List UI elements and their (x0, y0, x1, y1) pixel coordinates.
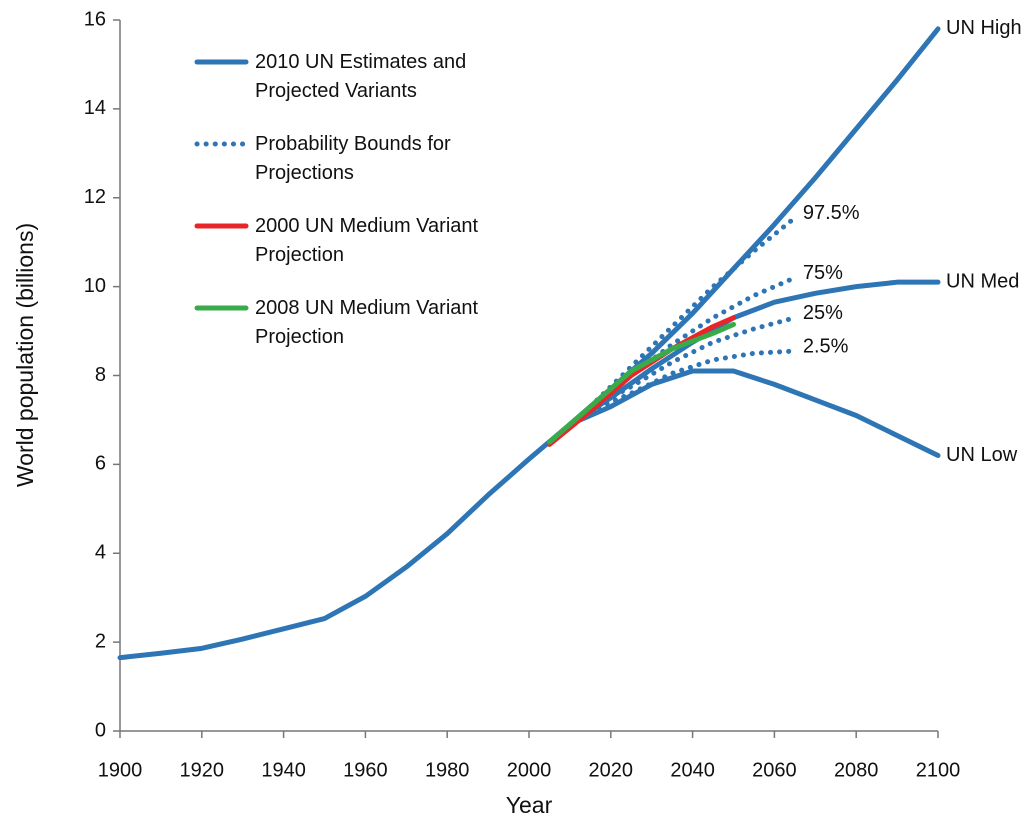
y-axis-title: World population (billions) (12, 223, 38, 487)
y-tick-label: 8 (95, 364, 106, 386)
y-tick-label: 6 (95, 453, 106, 475)
probability-line (587, 315, 798, 412)
x-tick-label: 1960 (343, 759, 388, 781)
series-line (546, 321, 736, 445)
x-tick-label: 2100 (916, 759, 961, 781)
line-end-label: 25% (803, 302, 843, 324)
y-tick-label: 4 (95, 542, 106, 564)
line-end-label: UN Med (946, 270, 1019, 292)
legend-label: 2008 UN Medium Variant Projection (255, 297, 479, 348)
y-tick-label: 12 (84, 186, 106, 208)
series-line (567, 279, 941, 427)
x-tick-label: 2040 (670, 759, 715, 781)
x-tick-label: 2080 (834, 759, 879, 781)
line-end-label: UN Low (946, 444, 1018, 466)
x-tick-label: 1980 (425, 759, 470, 781)
probability-line (587, 348, 798, 414)
line-end-label: 97.5% (803, 202, 860, 224)
x-tick-label: 1900 (98, 759, 143, 781)
line-end-label: UN High (946, 17, 1022, 39)
y-tick-label: 0 (95, 719, 106, 741)
y-tick-label: 16 (84, 8, 106, 30)
line-end-label: 2.5% (803, 335, 849, 357)
x-tick-label: 1940 (261, 759, 306, 781)
x-axis-title: Year (506, 792, 553, 818)
x-tick-label: 2000 (507, 759, 552, 781)
x-tick-label: 2060 (752, 759, 797, 781)
x-tick-label: 2020 (589, 759, 634, 781)
line-end-label: 75% (803, 262, 843, 284)
legend-label: 2000 UN Medium Variant Projection (255, 215, 479, 266)
series-line (567, 368, 941, 458)
x-tick-label: 1920 (180, 759, 225, 781)
y-tick-label: 2 (95, 630, 106, 652)
series-line (117, 421, 573, 661)
series-line (567, 26, 941, 427)
y-tick-label: 10 (84, 275, 106, 297)
probability-line (587, 275, 798, 410)
legend-label: 2010 UN Estimates and Projected Variants (255, 51, 467, 102)
legend-label: Probability Bounds for Projections (255, 133, 451, 184)
y-tick-label: 14 (84, 97, 106, 119)
probability-line (587, 215, 798, 410)
